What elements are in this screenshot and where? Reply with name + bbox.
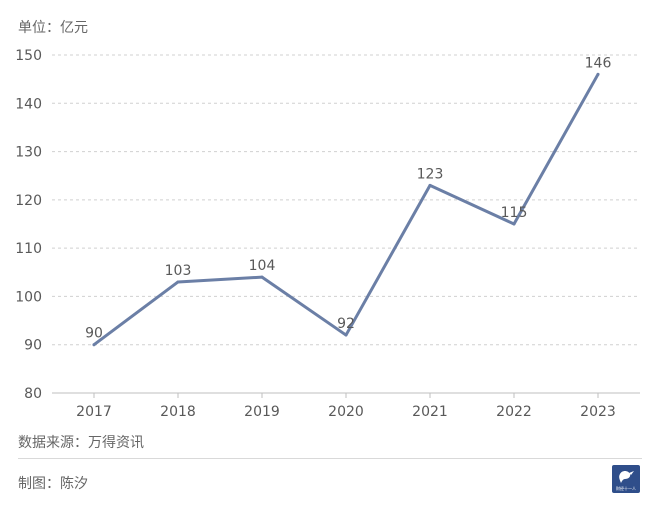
data-point (344, 333, 348, 337)
y-tick-label: 110 (15, 241, 42, 257)
x-tick-label: 2019 (244, 404, 280, 420)
line-chart: 80 90 100 110 120 130 140 150 2017 2018 2019 2020 20… (15, 48, 640, 420)
x-tick-label: 2022 (496, 404, 532, 420)
data-label: 115 (501, 205, 528, 221)
data-label: 104 (249, 258, 276, 274)
x-tick-label: 2020 (328, 404, 364, 420)
data-label: 90 (85, 326, 103, 342)
x-tick-label: 2023 (580, 404, 616, 420)
brand-logo-icon: 财经十一人 (612, 465, 640, 493)
unit-label: 单位：亿元 (18, 20, 88, 36)
y-tick-label: 90 (24, 338, 42, 354)
y-tick-label: 100 (15, 289, 42, 305)
footer-divider (18, 458, 642, 459)
data-point (92, 343, 96, 347)
y-tick-label: 120 (15, 193, 42, 209)
data-point (512, 222, 516, 226)
data-label: 92 (337, 316, 355, 332)
x-tick-label: 2018 (160, 404, 196, 420)
bird-icon (619, 471, 634, 483)
data-point (428, 183, 432, 187)
data-label: 123 (417, 166, 444, 182)
y-tick-label: 130 (15, 145, 42, 161)
data-label: 103 (165, 263, 192, 279)
data-point (596, 72, 600, 76)
x-tick-label: 2017 (76, 404, 112, 420)
x-tick-label: 2021 (412, 404, 448, 420)
logo-text: 财经十一人 (616, 486, 636, 491)
source-note: 数据来源：万得资讯 (18, 435, 144, 451)
y-tick-label: 80 (24, 386, 42, 402)
y-tick-label: 140 (15, 96, 42, 112)
credit-note: 制图：陈汐 (18, 476, 88, 492)
y-tick-label: 150 (15, 48, 42, 64)
data-label: 146 (585, 55, 612, 71)
data-point (260, 275, 264, 279)
data-point (176, 280, 180, 284)
